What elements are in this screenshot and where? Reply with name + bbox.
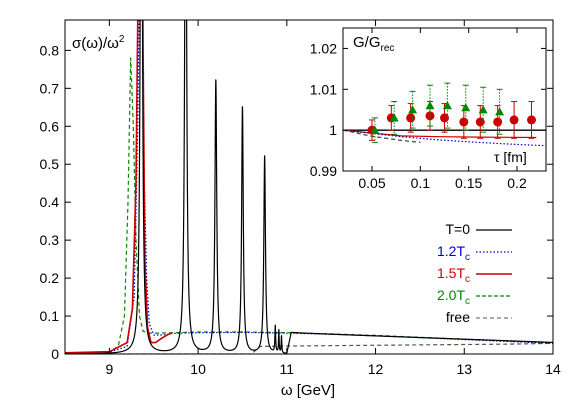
series-free-line xyxy=(65,342,553,354)
legend-entry-1-5tc: 1.5Tc xyxy=(437,265,512,285)
main-ytick-label: 0.7 xyxy=(40,80,60,96)
inset-xlabel: τ [fm] xyxy=(494,149,527,165)
inset-xtick-label: 0.05 xyxy=(358,175,385,191)
inset-curve-3 xyxy=(343,129,421,143)
main-ytick-label: 0.1 xyxy=(40,308,60,324)
inset-point-circle xyxy=(440,113,449,123)
inset-point-triangle xyxy=(370,125,380,134)
main-ytick-label: 0.2 xyxy=(40,270,60,286)
legend-label-2-0tc: 2.0Tc xyxy=(437,287,470,307)
main-ytick-label: 0 xyxy=(51,346,59,362)
inset-xtick-label: 0.15 xyxy=(455,175,482,191)
main-xtick-label: 10 xyxy=(190,361,206,377)
inset-point-circle xyxy=(459,117,469,127)
main-ytick-label: 0.5 xyxy=(40,156,60,172)
inset-point-circle xyxy=(406,113,416,123)
main-plot-frame xyxy=(64,19,554,355)
legend-label-1-2tc: 1.2Tc xyxy=(437,243,470,263)
main-series-layer xyxy=(65,20,553,354)
main-ylabel: σ(ω)/ω2 xyxy=(72,34,125,52)
main-ytick-label: 0.4 xyxy=(40,194,60,210)
inset-point-triangle xyxy=(425,101,435,110)
series-2-0tc-line xyxy=(65,57,553,354)
main-ticks: 9 10 11 12 13 14 0 0.1 0.2 0.3 0.4 0.5 0.6 0.7 0.8 xyxy=(40,20,561,377)
legend-label-free: free xyxy=(446,309,470,325)
inset-point-triangle xyxy=(389,113,399,122)
inset-title: G/Grec xyxy=(353,34,394,54)
inset-ytick-label: 1.02 xyxy=(310,40,337,56)
inset-xtick-label: 0.1 xyxy=(411,175,431,191)
legend-entry-1-2tc: 1.2Tc xyxy=(437,243,512,263)
inset-point-circle xyxy=(475,117,485,127)
main-xtick-label: 14 xyxy=(545,361,561,377)
legend: T=0 1.2Tc 1.5Tc 2.0Tc free xyxy=(437,221,512,325)
inset-ytick-label: 1.01 xyxy=(310,81,337,97)
main-plot: 9 10 11 12 13 14 0 0.1 0.2 0.3 0.4 0.5 0.6 0.7 0.8 σ(ω… xyxy=(40,19,561,399)
series-t0-line xyxy=(65,20,553,354)
inset-ticks: 0.05 0.1 0.15 0.2 0.99 1 1.01 1.02 xyxy=(310,28,546,191)
inset-point-triangle xyxy=(495,107,505,116)
inset-series-layer xyxy=(343,82,546,147)
series-1-5tc-line xyxy=(65,20,172,354)
inset-point-triangle xyxy=(461,103,471,112)
legend-label-1-5tc: 1.5Tc xyxy=(437,265,470,285)
legend-label-t0: T=0 xyxy=(445,221,470,237)
inset-point-circle xyxy=(493,117,503,127)
inset-frame xyxy=(342,27,547,172)
main-ytick-label: 0.6 xyxy=(40,118,60,134)
main-ytick-label: 0.3 xyxy=(40,232,60,248)
inset-ytick-label: 1 xyxy=(329,122,337,138)
main-xlabel: ω [GeV] xyxy=(281,382,335,399)
legend-entry-free: free xyxy=(446,309,512,325)
inset-point-circle xyxy=(527,115,536,125)
inset-point-triangle xyxy=(408,105,418,114)
main-xtick-label: 11 xyxy=(280,361,295,377)
inset-ytick-label: 0.99 xyxy=(310,163,337,179)
main-xtick-label: 12 xyxy=(368,361,384,377)
inset-plot: 0.05 0.1 0.15 0.2 0.99 1 1.01 1.02 G/Grec τ [fm… xyxy=(310,27,547,191)
main-ytick-label: 0.8 xyxy=(40,42,60,58)
inset-point-circle xyxy=(509,115,519,125)
legend-entry-2-0tc: 2.0Tc xyxy=(437,287,512,307)
inset-point-triangle xyxy=(442,101,452,110)
inset-xtick-label: 0.2 xyxy=(507,175,527,191)
main-xtick-label: 13 xyxy=(456,361,472,377)
main-xtick-label: 9 xyxy=(105,361,113,377)
inset-point-triangle xyxy=(478,105,488,114)
inset-background xyxy=(343,28,546,171)
legend-entry-t0: T=0 xyxy=(445,221,512,237)
